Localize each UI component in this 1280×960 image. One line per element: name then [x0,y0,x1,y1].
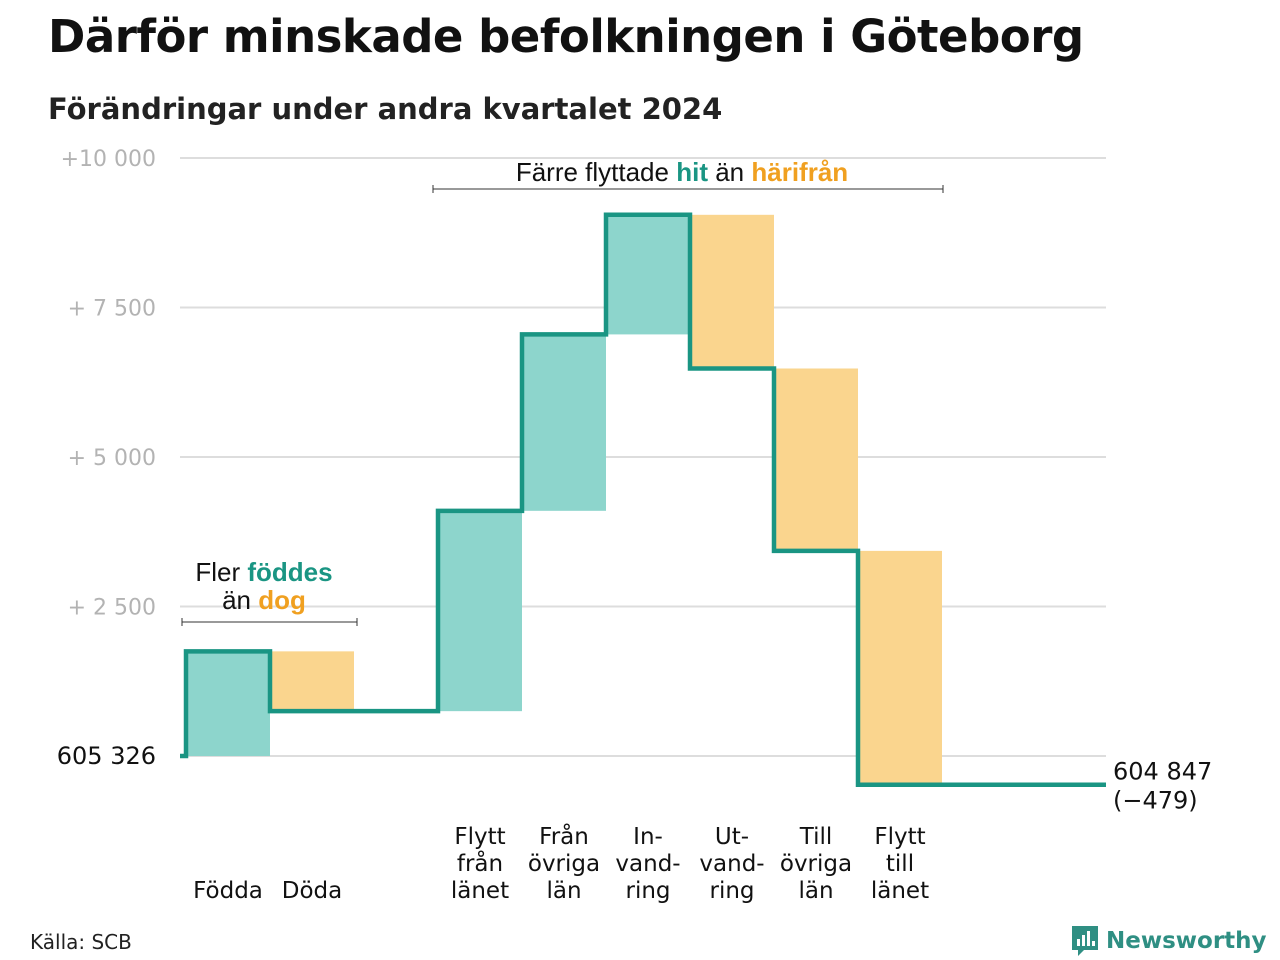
annotation-part-normal: Fler [195,557,247,587]
y-tick-label: +10 000 [61,147,156,172]
newsworthy-logo: Newsworthy [1070,924,1267,958]
chart-subtitle: Förändringar under andra kvartalet 2024 [48,92,723,126]
category-label: In- [633,824,663,850]
category-label: Födda [193,878,263,904]
waterfall-bar [186,651,270,756]
newsworthy-logo-icon [1072,926,1098,956]
annotation-part-positive: hit [676,157,708,187]
category-label: Till [799,824,833,850]
category-label: Flytt [454,824,505,850]
category-label: Flytt [874,824,925,850]
annotation-part-normal: Färre flyttade [516,157,676,187]
category-label: vand- [699,851,764,877]
annotation-part-negative: härifrån [751,157,848,187]
category-label: vand- [615,851,680,877]
chart-title: Därför minskade befolkningen i Göteborg [48,10,1084,63]
waterfall-bar [774,368,858,551]
category-label: från [457,849,503,877]
y-tick-label: + 7 500 [68,297,156,322]
waterfall-bar [690,214,774,369]
natural-change-annotation: Fler föddes [195,557,332,587]
annotation-part-normal: än [708,157,751,187]
category-label: till [886,851,914,877]
natural-change-annotation: än dog [222,585,306,615]
end-change-label: (−479) [1113,787,1198,815]
waterfall-bar [438,510,522,712]
annotation-part-negative: dog [258,585,306,615]
waterfall-bar [858,550,942,785]
migration-annotation: Färre flyttade hit än härifrån [516,157,848,187]
waterfall-bar [522,334,606,511]
y-tick-label: + 5 000 [68,446,156,471]
category-label: övriga [528,851,600,877]
category-label: länet [871,878,929,904]
waterfall-bar [270,651,354,712]
category-label: ring [625,878,670,904]
annotation-part-normal: än [222,585,258,615]
y-tick-label: + 2 500 [68,596,156,621]
category-label: Ut- [715,824,749,850]
end-value-label: 604 847 [1113,758,1212,786]
category-label: ring [709,878,754,904]
category-label: övriga [780,851,852,877]
category-label: län [798,878,833,904]
category-label: län [546,878,581,904]
category-label: Döda [282,878,342,904]
category-label: Från [539,822,589,850]
start-value-label: 605 326 [57,742,156,770]
cumulative-step-line [180,212,1106,787]
waterfall-bar [606,214,690,335]
annotation-part-positive: föddes [247,557,332,587]
source-note: Källa: SCB [30,930,132,954]
category-label: länet [451,878,509,904]
brand-name: Newsworthy [1106,928,1267,954]
